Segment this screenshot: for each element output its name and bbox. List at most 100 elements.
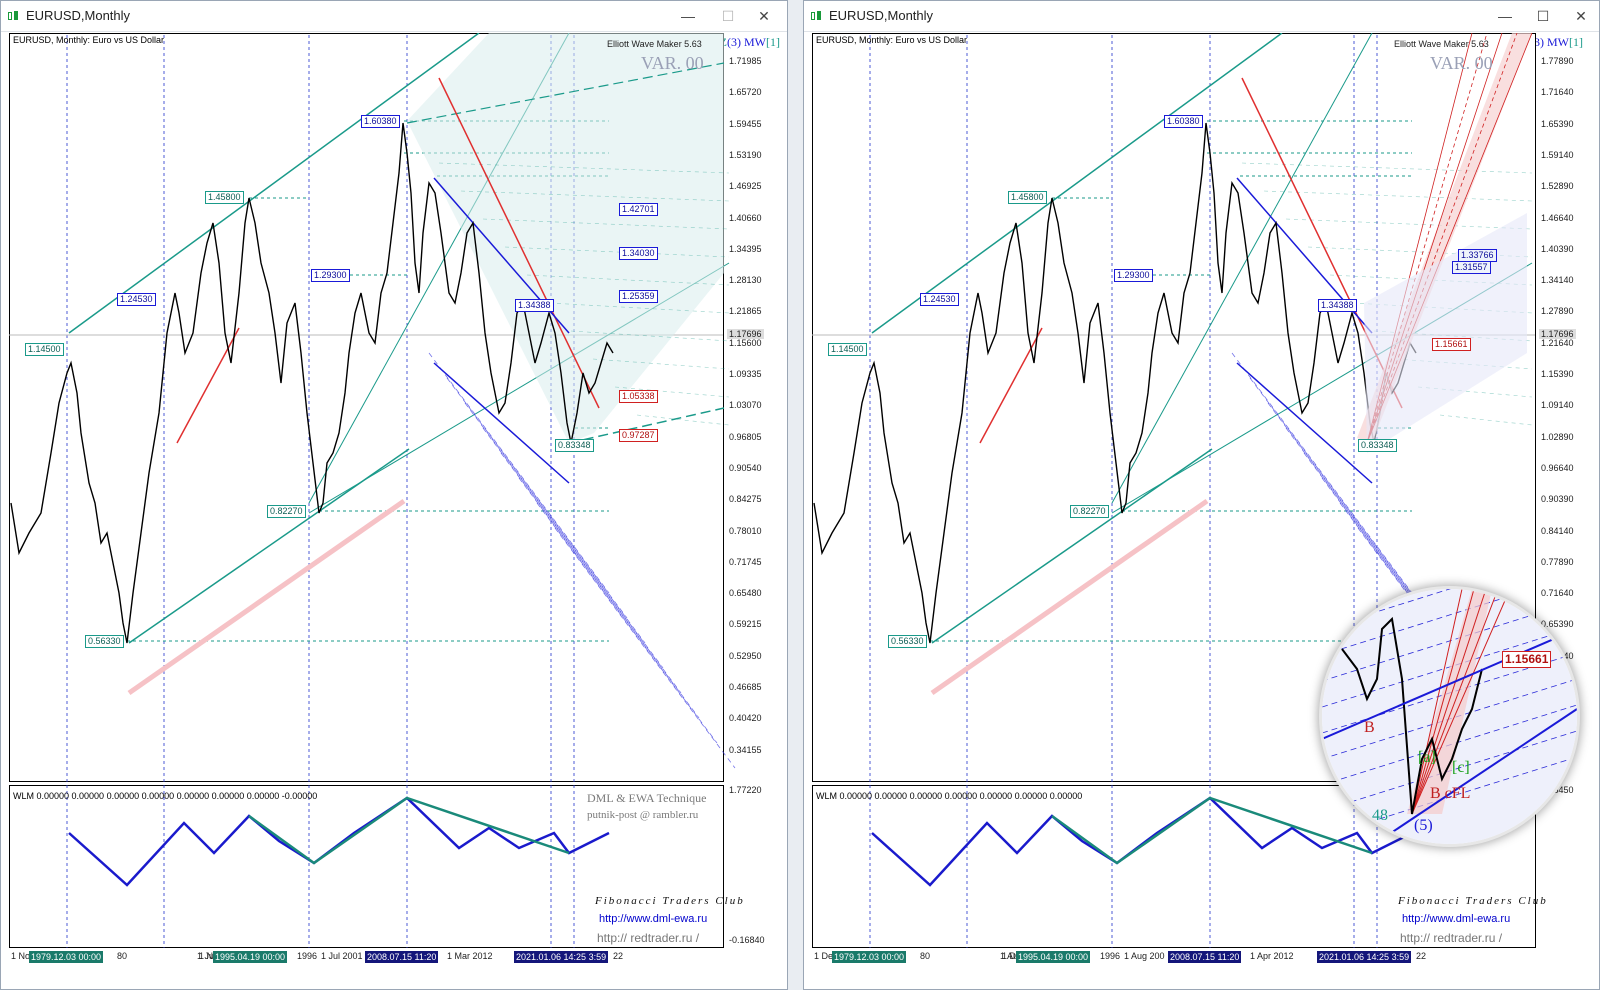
y-axis-tick: 0.46685 [729, 682, 762, 692]
price-chart[interactable]: 1.77890 1.71640 1.65390 1.59140 1.52890 1.466… [812, 33, 1597, 985]
footer-link: http://www.dml-ewa.ru [1402, 913, 1511, 925]
fan-line [500, 452, 682, 694]
price-label-box: 1.42701 [619, 203, 658, 216]
chart-window-left[interactable]: EURUSD,Monthly — ☐ ✕ 1.71985 1.65720 1.594… [0, 0, 788, 990]
fan-line [464, 402, 646, 644]
close-button[interactable]: ✕ [758, 8, 770, 24]
y-axis-tick: 0.52950 [729, 650, 762, 661]
title-bar[interactable]: EURUSD,Monthly — ☐ ✕ [1, 1, 787, 32]
y-axis-tick: 0.34155 [729, 744, 762, 755]
y-axis-tick: 0.96640 [1541, 462, 1574, 473]
price-label-box: 1.05338 [619, 390, 658, 403]
x-axis-tick: 1 N [199, 951, 214, 961]
candlestick-icon [8, 11, 18, 20]
y-axis-tick: 1.53190 [729, 149, 762, 160]
y-axis-tick: 0.84140 [1541, 525, 1574, 536]
price-label-box: 1.45800 [1008, 191, 1047, 204]
indicator-label: Elliott Wave Maker 5.63 [607, 39, 702, 49]
y-axis-tick: 1.15600 [729, 337, 762, 348]
wlm-trend [248, 796, 570, 865]
zoom-red-line [1411, 589, 1475, 815]
y-axis-tick: 0.40420 [729, 713, 762, 724]
price-label-box: 1.25359 [619, 290, 658, 303]
x-axis-tick: 1 Apr 2012 [1250, 951, 1294, 961]
y-axis-tick: 0.78010 [729, 525, 762, 536]
x-axis-tick: 1996 [1100, 951, 1121, 961]
y-axis-tick: 1.21865 [729, 306, 762, 317]
fan-line [568, 407, 725, 444]
zoom-fan-line [1322, 756, 1577, 838]
channel-line [68, 33, 480, 334]
wlm-frame [9, 785, 724, 948]
price-label-box: 0.83348 [555, 439, 594, 452]
trend-line [176, 327, 240, 444]
x-axis-tick: 1 D [1002, 951, 1017, 961]
trend-line [979, 327, 1043, 444]
x-axis-tick: 22 [1416, 951, 1427, 961]
zoom-wave-label: (5) [1414, 817, 1433, 834]
minimize-button[interactable]: — [1498, 8, 1512, 24]
fan-line [446, 377, 628, 619]
current-price-tag: 1.17696 [1539, 329, 1576, 339]
price-series [813, 122, 1417, 644]
title-bar[interactable]: EURUSD,Monthly — ☐ ✕ [804, 1, 1599, 32]
support-band [127, 498, 406, 696]
zoom-wave-label: B cFL [1430, 785, 1471, 802]
candlestick-icon [811, 11, 821, 20]
fan-line [1395, 358, 1533, 370]
zoom-canvas [1322, 589, 1577, 844]
maximize-button[interactable]: ☐ [721, 8, 735, 24]
var-label: VAR. 00 [1430, 53, 1493, 73]
zoom-price-box: 1.15661 [1502, 651, 1552, 668]
footer-brand: Fibonacci Traders Club [1398, 895, 1548, 907]
zoom-wave-label: [a] [1418, 749, 1436, 766]
y-axis-tick: 1.09140 [1541, 400, 1574, 411]
maximize-button[interactable]: ☐ [1536, 8, 1550, 24]
y-axis-tick: 1.59140 [1541, 149, 1574, 160]
y-axis-tick: 1.09335 [729, 369, 762, 379]
trend-line [433, 362, 570, 484]
var-label: VAR. 00 [641, 53, 704, 73]
credit-text: DML & EWA Technique [587, 791, 707, 805]
close-button[interactable]: ✕ [1575, 8, 1587, 24]
zoom-red-line [1411, 589, 1463, 815]
wlm-series [68, 796, 610, 887]
fan-line [1321, 477, 1503, 719]
price-label-box: 0.82270 [267, 505, 306, 518]
x-axis-time-box: 2021.01.06 14:25 3:59 [514, 951, 609, 963]
zoom-red-line [1411, 589, 1511, 815]
price-chart[interactable]: 1.71985 1.65720 1.59455 1.53190 1.46925 1.406… [9, 33, 785, 985]
chart-window-right[interactable]: EURUSD,Monthly — ☐ ✕ 1.77890 1.71640 1.653… [803, 0, 1600, 990]
x-axis-time-box: 2021.01.06 14:25 3:59 [1317, 951, 1412, 963]
price-label-box: 1.34388 [1318, 299, 1357, 312]
y-axis-tick: 1.65720 [729, 87, 762, 98]
zoom-wave-label: B [1364, 719, 1375, 736]
price-label-box: 1.29300 [311, 269, 350, 282]
wlm-axis-tick: -0.16840 [729, 935, 765, 945]
x-axis-tick: 80 [117, 951, 128, 961]
indicator-label: Elliott Wave Maker 5.63 [1394, 39, 1489, 49]
price-label-box: 1.14500 [25, 343, 64, 356]
trend-line [1236, 362, 1373, 484]
y-axis-tick: 1.28130 [729, 275, 762, 286]
fan-line [614, 386, 730, 398]
y-axis-tick: 1.03070 [729, 400, 762, 411]
fan-line [554, 527, 736, 769]
wave-label: (3) MW [1529, 35, 1569, 49]
wlm-label: WLM 0.00000 0.00000 0.00000 0.00000 0.00… [816, 791, 1083, 801]
wlm-trend [1051, 796, 1373, 865]
fan-line [1357, 527, 1539, 769]
fan-line [592, 358, 730, 370]
price-label-box: 0.56330 [888, 635, 927, 648]
x-axis-time-box: 1995.04.19 00:00 [213, 951, 288, 963]
fan-shade [407, 33, 724, 443]
channel-line [1111, 33, 1373, 504]
y-axis-tick: 1.15390 [1541, 369, 1574, 379]
fan-line [1285, 218, 1533, 230]
price-label-box: 1.15661 [1432, 338, 1471, 351]
y-axis-tick: 1.27890 [1541, 306, 1574, 317]
support-band [930, 498, 1209, 696]
fan-line [536, 502, 718, 744]
minimize-button[interactable]: — [681, 8, 695, 24]
window-title: EURUSD,Monthly [26, 8, 131, 23]
